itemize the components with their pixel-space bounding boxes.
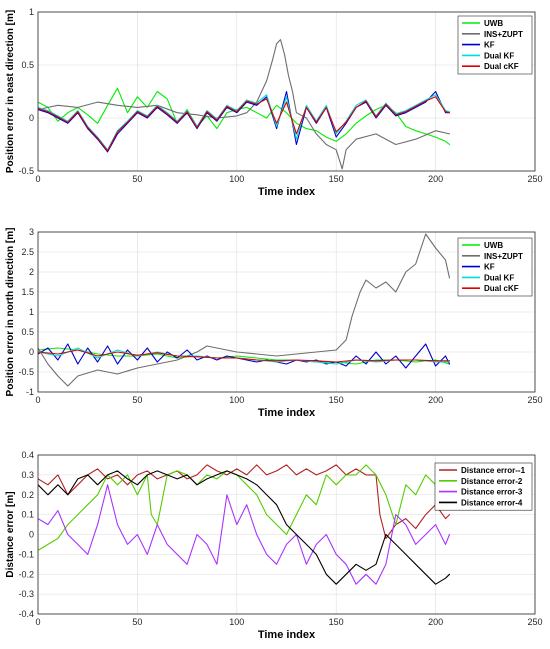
x-axis-label: Time index [258,407,316,419]
y-tick-label: 0.2 [21,490,34,500]
series-group [38,233,451,387]
y-tick-label: -0.4 [18,609,34,619]
axes-frame [37,11,536,172]
y-tick-label: 1 [29,307,34,317]
y-tick-label: 2.5 [21,247,34,257]
x-tick-label: 50 [132,617,142,627]
y-tick-label: 2 [29,267,34,277]
series-line-3 [38,484,451,585]
legend-entry: KF [484,41,495,50]
series-group [38,464,451,585]
x-axis-label: Time index [258,629,316,641]
y-axis-label: Position error in east direction [m] [5,10,16,173]
series-line-3 [38,343,451,369]
x-tick-label: 50 [132,395,142,405]
x-tick-label: 100 [229,395,244,405]
y-tick-label: -0.5 [18,367,34,377]
y-tick-label: 1.5 [21,287,34,297]
x-tick-label: 200 [428,395,443,405]
x-tick-label: 150 [329,174,344,184]
y-tick-label: -0.2 [18,569,34,579]
y-tick-label: 0.3 [21,470,34,480]
legend-entry: INS+ZUPT [484,252,523,261]
series-line-5 [38,349,451,363]
axes-frame [37,454,536,615]
y-tick-label: -1 [26,387,34,397]
legend-entry: Distance error--1 [461,466,526,475]
x-tick-label: 200 [428,617,443,627]
y-tick-label: -0.5 [18,166,34,176]
legend-entry: Distance error-4 [461,498,523,507]
x-tick-label: 0 [35,617,40,627]
x-tick-label: 250 [527,174,542,184]
x-tick-label: 100 [229,617,244,627]
legend-entry: UWB [484,241,503,250]
y-tick-label: 0.1 [21,510,34,520]
series-line-2 [38,233,451,387]
legend: Distance error--1 Distance error-2 Distanc… [434,462,533,511]
y-tick-label: 0.4 [21,450,34,460]
y-tick-label: -0.3 [18,589,34,599]
legend-entry: UWB [484,19,503,28]
y-tick-label: 0.5 [21,60,34,70]
chart-panel-2: 0 50 100 150 200 250 -1 -0.5 0 0.5 1 1.5 2 2.5 3 Time i… [5,227,543,419]
legend-entry: Distance error-2 [461,477,523,486]
series-line-5 [38,96,451,152]
x-tick-label: 150 [329,395,344,405]
series-line-2 [38,39,451,170]
legend-entry: Distance error-3 [461,488,523,497]
legend-entry: Dual KF [484,273,514,282]
chart-panel-3: 0 50 100 150 200 250 -0.4 -0.3 -0.2 -0.1 0 0.1 0.2 0.… [5,450,543,641]
series-line-1 [38,464,451,540]
x-tick-label: 200 [428,174,443,184]
y-axis-label: Distance error [m] [5,491,16,577]
legend-entry: INS+ZUPT [484,30,523,39]
y-tick-label: 3 [29,227,34,237]
legend-entry: Dual cKF [484,284,519,293]
x-tick-label: 0 [35,395,40,405]
series-line-4 [38,470,451,585]
y-tick-label: 0.5 [21,327,34,337]
y-tick-label: 0 [29,113,34,123]
y-tick-label: 0 [29,347,34,357]
legend-entry: Dual cKF [484,62,519,71]
x-tick-label: 100 [229,174,244,184]
legend-entry: KF [484,263,495,272]
x-tick-label: 250 [527,395,542,405]
series-line-2 [38,464,451,551]
series-line-3 [38,90,451,153]
y-tick-label: 0 [29,530,34,540]
axes-frame [37,231,536,393]
x-tick-label: 150 [329,617,344,627]
series-group [38,39,451,170]
x-tick-label: 50 [132,174,142,184]
x-tick-label: 0 [35,174,40,184]
y-axis-label: Position error in north direction [m] [5,228,16,397]
x-axis-label: Time index [258,186,316,198]
y-tick-label: 1 [29,7,34,17]
x-tick-label: 250 [527,617,542,627]
y-tick-label: -0.1 [18,549,34,559]
legend-entry: Dual KF [484,51,514,60]
